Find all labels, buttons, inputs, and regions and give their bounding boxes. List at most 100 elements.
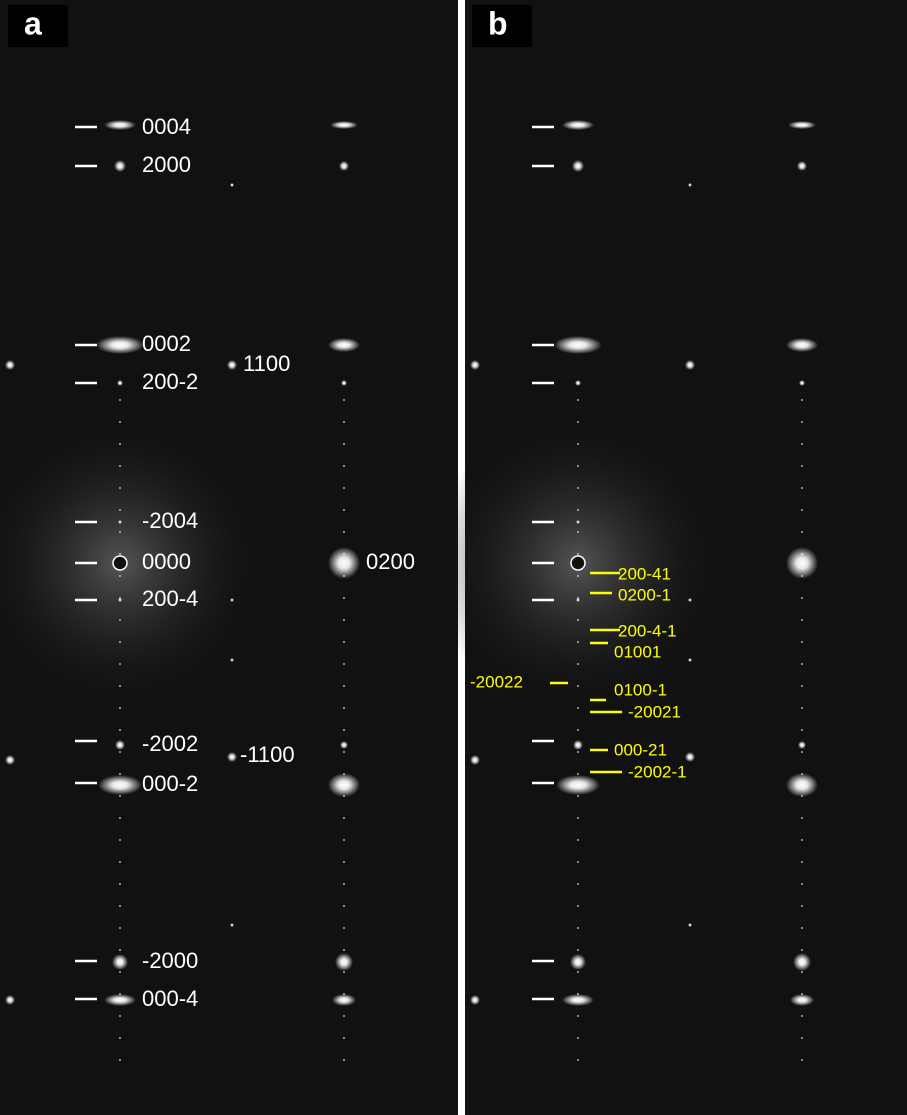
diffraction-spot [328,547,360,579]
diffraction-spot [230,923,234,927]
diffraction-spot [330,121,358,129]
diffraction-spot [343,839,345,841]
diffraction-spot [801,619,803,621]
diffraction-spot [343,971,345,973]
diffraction-spot [230,598,234,602]
diffraction-spot [577,839,579,841]
diffraction-spot [799,380,805,386]
diffraction-spot [801,509,803,511]
diffraction-spot [577,971,579,973]
index-label: 200-41 [618,564,671,583]
diffraction-spot [328,338,360,352]
diffraction-spot [230,658,234,662]
diffraction-spot [685,360,695,370]
diffraction-spot [801,883,803,885]
diffraction-spot [577,993,579,995]
diffraction-spot [328,773,360,797]
diffraction-spot [117,380,123,386]
diffraction-spot [801,1059,803,1061]
index-label: -20021 [628,702,681,721]
diffraction-spot [119,1059,121,1061]
diffraction-spot [798,741,806,749]
diffraction-spot [790,994,814,1006]
diffraction-spot [119,905,121,907]
diffraction-spot [801,993,803,995]
diffraction-spot [343,949,345,951]
diffraction-spot [801,729,803,731]
diffraction-spot [119,685,121,687]
diffraction-spot [343,663,345,665]
diffraction-spot [343,421,345,423]
index-label: 000-21 [614,740,667,759]
diffraction-spot [801,817,803,819]
diffraction-spot [577,861,579,863]
diffraction-spot [339,161,349,171]
diffraction-spot [801,971,803,973]
diffraction-spot [119,597,121,599]
diffraction-spot [119,993,121,995]
index-label: 200-4-1 [618,621,677,640]
diffraction-spot [343,641,345,643]
diffraction-spot [577,707,579,709]
diffraction-spot [119,531,121,533]
diffraction-spot [801,553,803,555]
diffraction-spot [227,752,237,762]
diffraction-spot [801,641,803,643]
diffraction-spot [554,336,602,354]
diffraction-spot [119,861,121,863]
diffraction-spot [343,883,345,885]
panel-label: a [24,5,42,41]
diffraction-spot [119,729,121,731]
diffraction-spot [104,120,136,130]
diffraction-spot [5,360,15,370]
diffraction-spot [577,663,579,665]
diffraction-spot [801,707,803,709]
diffraction-spot [801,575,803,577]
diffraction-spot [577,465,579,467]
diffraction-spot [119,707,121,709]
diffraction-spot [577,1059,579,1061]
diffraction-spot [343,861,345,863]
diffraction-spot [470,995,480,1005]
diffraction-spot [577,509,579,511]
diffraction-spot [577,619,579,621]
diffraction-spot [577,443,579,445]
diffraction-spot [801,839,803,841]
diffraction-spot [119,641,121,643]
index-label: 0000 [142,549,191,574]
diffraction-spot [801,795,803,797]
diffraction-spot [343,905,345,907]
diffraction-spot [119,1037,121,1039]
index-label: 0100-1 [614,680,667,699]
diffraction-spot [577,421,579,423]
diffraction-spot [114,160,126,172]
diffraction-spot [577,597,579,599]
diffraction-spot [119,421,121,423]
diffraction-spot [793,953,811,971]
diffraction-spot [556,775,600,795]
diffraction-spot [577,1037,579,1039]
diffraction-spot [801,1015,803,1017]
diffraction-spot [343,487,345,489]
diffraction-spot [801,949,803,951]
diffraction-spot [343,1015,345,1017]
diffraction-spot [577,883,579,885]
index-label: 2000 [142,152,191,177]
diffraction-spot [801,487,803,489]
diffraction-spot [96,336,144,354]
diffraction-spot [5,995,15,1005]
diffraction-spot [577,553,579,555]
diffraction-spot [119,575,121,577]
diffraction-spot [685,752,695,762]
diffraction-spot [119,971,121,973]
diffraction-spot [119,751,121,753]
diffraction-spot [797,161,807,171]
diffraction-spot [343,399,345,401]
index-label: 1100 [243,351,290,376]
diffraction-spot [118,520,122,524]
diffraction-spot [688,183,692,187]
diffraction-spot [119,817,121,819]
diffraction-spot [786,773,818,797]
diffraction-spot [335,953,353,971]
index-label: -2000 [142,948,198,973]
